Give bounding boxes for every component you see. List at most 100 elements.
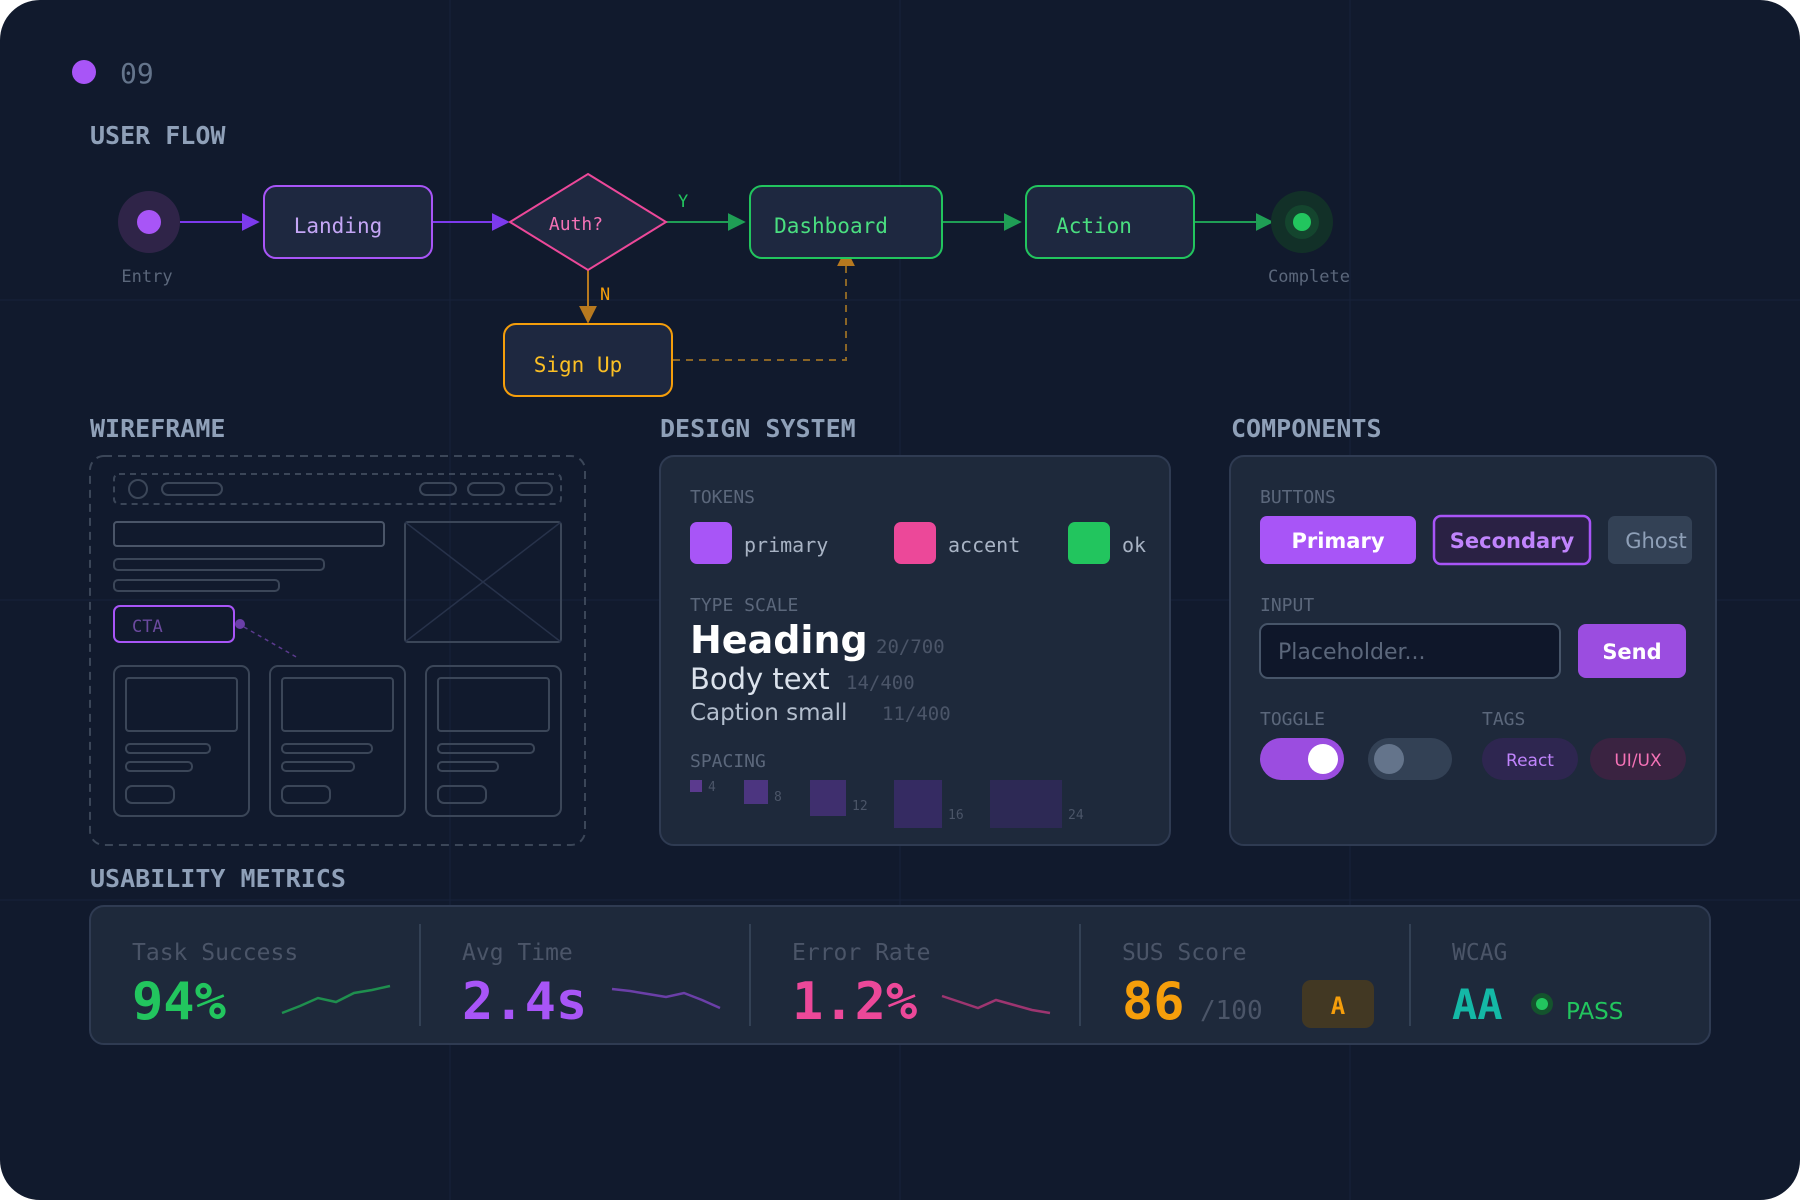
spacing-value: 8: [774, 790, 782, 805]
spacing-value: 24: [1068, 808, 1084, 823]
section-title-user-flow: USER FLOW: [90, 121, 226, 150]
flow-dashboard-node: Dashboard: [749, 185, 943, 259]
toggle-switch-off[interactable]: [1368, 738, 1452, 780]
flow-action-node: Action: [1025, 185, 1195, 259]
usability-metrics-panel: Task Success 94% Avg Time 2.4s Error Rat…: [89, 905, 1711, 1045]
flow-auth-label: Auth?: [549, 214, 603, 235]
flow-action-label: Action: [1056, 214, 1132, 238]
toggle-switch-on[interactable]: [1260, 738, 1344, 780]
ghost-button[interactable]: Ghost: [1608, 516, 1692, 564]
metric-error-rate-sparkline: [941, 994, 1051, 1015]
spacing-swatch: [990, 780, 1062, 828]
wireframe-panel: CTA: [89, 455, 586, 846]
secondary-button[interactable]: Secondary: [1432, 514, 1592, 566]
spacing-swatch: [744, 780, 768, 804]
tag-react[interactable]: React: [1482, 738, 1578, 780]
type-scale-label: TYPE SCALE: [690, 595, 798, 616]
flow-yes-label: Y: [678, 192, 688, 212]
type-caption-spec: 11/400: [882, 703, 951, 725]
wireframe-hero-image: [404, 521, 562, 643]
metric-avg-time-sparkline: [611, 987, 721, 1010]
token-name-ok: ok: [1122, 533, 1146, 557]
spacing-swatch: [810, 780, 846, 816]
flow-complete-node: [1271, 191, 1333, 253]
metric-sus-score-suffix: /100: [1200, 996, 1263, 1026]
section-title-design-system: DESIGN SYSTEM: [660, 414, 856, 443]
metric-avg-time-label: Avg Time: [462, 940, 573, 966]
metric-task-success-label: Task Success: [132, 940, 298, 966]
wireframe-cta-label: CTA: [132, 617, 163, 637]
tokens-label: TOKENS: [690, 487, 755, 508]
spacing-label: SPACING: [690, 751, 766, 772]
metric-task-success-sparkline: [281, 984, 391, 1015]
tag-uiux-label: UI/UX: [1614, 751, 1662, 771]
section-title-usability-metrics: USABILITY METRICS: [90, 864, 346, 893]
spacing-swatch: [690, 780, 702, 792]
metric-sus-score-label: SUS Score: [1122, 940, 1247, 966]
flow-signup-label: Sign Up: [534, 353, 623, 377]
metric-error-rate-value: 1.2%: [792, 972, 917, 1032]
metric-sus-score-value: 86: [1122, 972, 1185, 1032]
type-heading-sample: Heading: [690, 618, 868, 662]
send-button-label: Send: [1602, 640, 1661, 664]
primary-button-label: Primary: [1291, 529, 1384, 553]
slide-number: 09: [120, 57, 154, 90]
tags-label: TAGS: [1482, 709, 1525, 730]
token-swatch-primary: [690, 522, 732, 564]
design-system-panel: TOKENS primary accent ok TYPE SCALE Head…: [659, 455, 1171, 846]
token-name-accent: accent: [948, 533, 1020, 557]
token-swatch-accent: [894, 522, 936, 564]
input-label: INPUT: [1260, 595, 1314, 616]
send-button[interactable]: Send: [1578, 624, 1686, 678]
flow-landing-label: Landing: [294, 214, 383, 238]
components-panel: BUTTONS Primary Secondary Ghost INPUT Pl…: [1229, 455, 1717, 846]
metric-sus-score: SUS Score 86 /100 A: [1122, 940, 1374, 1032]
user-flow-diagram: Y N Entry Landing Auth? Dashboard Action: [118, 172, 1350, 397]
spacing-value: 16: [948, 808, 964, 823]
spacing-value: 12: [852, 799, 868, 814]
text-input[interactable]: Placeholder...: [1259, 623, 1561, 679]
flow-entry-node: [118, 191, 180, 253]
ghost-button-label: Ghost: [1625, 529, 1687, 553]
tag-react-label: React: [1506, 751, 1554, 771]
token-name-primary: primary: [744, 533, 828, 557]
metric-avg-time: Avg Time 2.4s: [462, 940, 721, 1032]
flow-signup-node: Sign Up: [503, 323, 673, 397]
flow-complete-label: Complete: [1268, 267, 1350, 287]
metric-error-rate-label: Error Rate: [792, 940, 930, 966]
metric-task-success: Task Success 94%: [132, 940, 391, 1032]
wireframe-card: [269, 665, 406, 817]
metric-avg-time-value: 2.4s: [462, 972, 587, 1032]
spacing-value: 4: [708, 780, 716, 795]
metric-task-success-value: 94%: [132, 972, 226, 1032]
flow-no-label: N: [600, 285, 610, 305]
slide-dot: [72, 60, 96, 84]
toggle-label: TOGGLE: [1260, 709, 1325, 730]
flow-entry-label: Entry: [121, 267, 172, 287]
metric-error-rate: Error Rate 1.2%: [792, 940, 1051, 1032]
wireframe-card: [113, 665, 250, 817]
wireframe-headline: [113, 521, 385, 547]
metric-wcag-status: PASS: [1566, 999, 1623, 1025]
token-swatch-ok: [1068, 522, 1110, 564]
spacing-swatch: [894, 780, 942, 828]
primary-button[interactable]: Primary: [1260, 516, 1416, 564]
text-input-placeholder: Placeholder...: [1278, 640, 1426, 665]
tag-uiux[interactable]: UI/UX: [1590, 738, 1686, 780]
metric-wcag-label: WCAG: [1452, 940, 1507, 966]
type-heading-spec: 20/700: [876, 636, 945, 658]
metric-wcag: WCAG AA PASS: [1452, 940, 1623, 1029]
secondary-button-label: Secondary: [1450, 529, 1575, 553]
type-body-sample: Body text: [690, 662, 830, 696]
flow-auth-decision: Auth?: [508, 172, 668, 272]
type-body-spec: 14/400: [846, 672, 915, 694]
flow-dashboard-label: Dashboard: [774, 214, 888, 238]
metric-wcag-value: AA: [1452, 980, 1503, 1029]
section-title-components: COMPONENTS: [1231, 414, 1382, 443]
metric-sus-grade-badge: [1302, 980, 1374, 1028]
flow-landing-node: Landing: [263, 185, 433, 259]
buttons-label: BUTTONS: [1260, 487, 1336, 508]
wireframe-navbar: [113, 473, 562, 505]
wireframe-cta: [113, 605, 235, 643]
